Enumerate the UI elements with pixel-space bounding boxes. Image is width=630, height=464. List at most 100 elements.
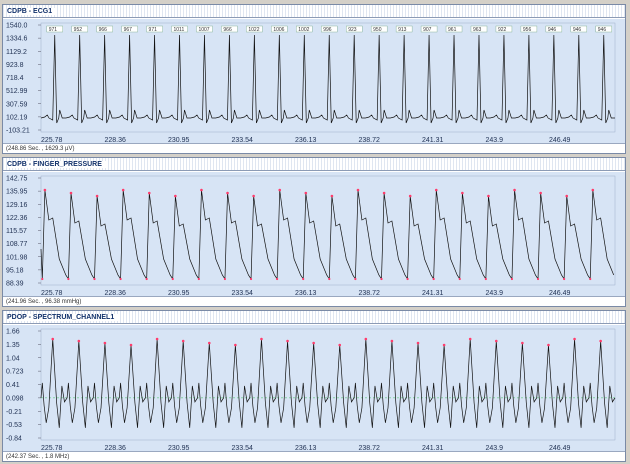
diastolic-marker bbox=[93, 277, 96, 281]
beat-interval-label: 950 bbox=[373, 27, 382, 33]
ecg-trace-plot[interactable]: 1540.0 1334.6 1129.2 923.8 718.4 512.99 307.59… bbox=[3, 19, 625, 144]
x-tick-label: 225.78 bbox=[41, 290, 63, 297]
x-tick-label: 236.13 bbox=[295, 137, 317, 144]
diastolic-marker bbox=[536, 277, 540, 281]
spectrum-peak-marker bbox=[338, 343, 342, 347]
beat-interval-box bbox=[520, 25, 538, 33]
diastolic-marker bbox=[197, 277, 200, 281]
beat-interval-label: 946 bbox=[598, 27, 607, 33]
y-tick-label: 0.098 bbox=[6, 395, 24, 402]
systolic-marker bbox=[252, 194, 255, 198]
beat-interval-box bbox=[71, 25, 88, 33]
beat-interval-label: 913 bbox=[398, 27, 407, 33]
beat-interval-label: 952 bbox=[74, 27, 83, 33]
beat-interval-box bbox=[370, 25, 388, 33]
spectrum-cursor-readout: (242.37 Sec. , 1.8 MHz) bbox=[3, 451, 625, 461]
beat-interval-label: 923 bbox=[348, 27, 357, 33]
x-tick-label: 233.54 bbox=[232, 137, 254, 144]
x-tick-label: 228.36 bbox=[105, 290, 127, 297]
x-tick-label: 246.49 bbox=[549, 137, 571, 144]
y-tick-label: -0.21 bbox=[6, 409, 22, 416]
spectrum-peak-marker bbox=[547, 343, 550, 347]
y-tick-label: 0.723 bbox=[6, 369, 24, 376]
y-tick-label: -0.53 bbox=[6, 422, 22, 429]
beat-interval-box bbox=[171, 25, 188, 33]
beat-interval-label: 1022 bbox=[248, 27, 259, 33]
systolic-marker bbox=[147, 191, 151, 195]
spectrum-peak-marker bbox=[181, 339, 185, 343]
ecg-pane: CDPB - ECG1 1540.0 1334.6 1129.2 923.8 718.4… bbox=[2, 4, 626, 154]
beat-interval-label: 946 bbox=[548, 27, 557, 33]
systolic-marker bbox=[200, 188, 203, 192]
spectrum-peak-marker bbox=[390, 339, 394, 343]
spectrum-peak-marker bbox=[599, 339, 602, 343]
beat-interval-box bbox=[246, 25, 263, 33]
y-tick-label: 142.75 bbox=[6, 176, 28, 183]
beat-interval-label: 963 bbox=[473, 27, 482, 33]
diastolic-marker bbox=[563, 277, 566, 281]
spectrum-peak-marker bbox=[286, 339, 289, 343]
x-tick-label: 230.95 bbox=[168, 445, 190, 452]
x-tick-label: 236.13 bbox=[295, 445, 317, 452]
diastolic-marker bbox=[145, 277, 148, 281]
beat-interval-label: 961 bbox=[448, 27, 457, 33]
beat-interval-box bbox=[321, 25, 338, 33]
spectrum-peak-marker bbox=[103, 341, 107, 345]
systolic-marker bbox=[43, 188, 47, 192]
x-tick-label: 225.78 bbox=[41, 137, 63, 144]
ecg-cursor-readout: (248.86 Sec. , 1629.3 µV) bbox=[3, 143, 625, 153]
beat-interval-box bbox=[96, 25, 113, 33]
spectrum-peak-marker bbox=[234, 343, 237, 347]
diastolic-marker bbox=[406, 277, 409, 281]
systolic-marker bbox=[69, 191, 73, 195]
beat-interval-box bbox=[196, 25, 213, 33]
spectrum-peak-marker bbox=[77, 339, 81, 343]
x-tick-label: 243.9 bbox=[486, 445, 504, 452]
spectrum-plot-area[interactable]: 1.66 1.35 1.04 0.723 0.41 0.098 -0.21 -0.53 -0.8… bbox=[3, 325, 625, 452]
beat-interval-label: 966 bbox=[223, 27, 232, 33]
systolic-marker bbox=[487, 194, 490, 198]
spectrum-peak-marker bbox=[312, 341, 315, 345]
x-tick-label: 241.31 bbox=[422, 290, 444, 297]
x-tick-label: 236.13 bbox=[295, 290, 317, 297]
diastolic-marker bbox=[328, 277, 331, 281]
y-tick-label: 1540.0 bbox=[6, 23, 28, 30]
beat-interval-label: 1002 bbox=[298, 27, 309, 33]
spectrum-peak-marker bbox=[155, 337, 159, 341]
y-tick-label: 129.16 bbox=[6, 202, 28, 209]
systolic-marker bbox=[565, 194, 569, 198]
spectrum-trace bbox=[40, 338, 616, 428]
x-tick-label: 243.9 bbox=[486, 137, 504, 144]
beat-interval-label: 971 bbox=[149, 27, 158, 33]
y-tick-label: -103.21 bbox=[6, 128, 30, 135]
diastolic-marker bbox=[119, 277, 122, 281]
diastolic-marker bbox=[589, 277, 592, 281]
beat-interval-label: 956 bbox=[523, 27, 532, 33]
systolic-marker bbox=[304, 191, 308, 195]
spectrum-trace-plot[interactable]: 1.66 1.35 1.04 0.723 0.41 0.098 -0.21 -0.53 -0.8… bbox=[3, 325, 625, 452]
beat-interval-box bbox=[146, 25, 163, 33]
beat-interval-label: 971 bbox=[49, 27, 58, 33]
systolic-marker bbox=[226, 191, 229, 195]
finger-pressure-pane-title: CDPB - FINGER_PRESSURE bbox=[3, 158, 625, 171]
ecg-pane-title: CDPB - ECG1 bbox=[3, 5, 625, 18]
beat-interval-box bbox=[570, 25, 588, 33]
spectrum-peak-marker bbox=[129, 343, 133, 347]
finger-pressure-plot-area[interactable]: 142.75 135.95 129.16 122.36 115.57 108.77 101.… bbox=[3, 172, 625, 297]
diastolic-marker bbox=[276, 277, 279, 281]
x-tick-label: 246.49 bbox=[549, 290, 571, 297]
diastolic-marker bbox=[380, 277, 383, 281]
spectrum-peak-marker bbox=[521, 341, 524, 345]
ecg-plot-area[interactable]: 1540.0 1334.6 1129.2 923.8 718.4 512.99 307.59… bbox=[3, 19, 625, 144]
diastolic-marker bbox=[67, 277, 70, 281]
beat-interval-box bbox=[420, 25, 438, 33]
spectrum-peak-marker bbox=[51, 337, 55, 341]
finger-pressure-trace-plot[interactable]: 142.75 135.95 129.16 122.36 115.57 108.77 101.… bbox=[3, 172, 625, 297]
beat-interval-box bbox=[346, 25, 363, 33]
beat-interval-label: 922 bbox=[498, 27, 507, 33]
systolic-marker bbox=[461, 191, 464, 195]
y-tick-label: -0.84 bbox=[6, 436, 22, 443]
y-tick-label: 122.36 bbox=[6, 215, 28, 222]
finger-pressure-cursor-readout: (241.96 Sec. , 96.38 mmHg) bbox=[3, 296, 625, 306]
spectrum-peak-marker bbox=[442, 343, 446, 347]
